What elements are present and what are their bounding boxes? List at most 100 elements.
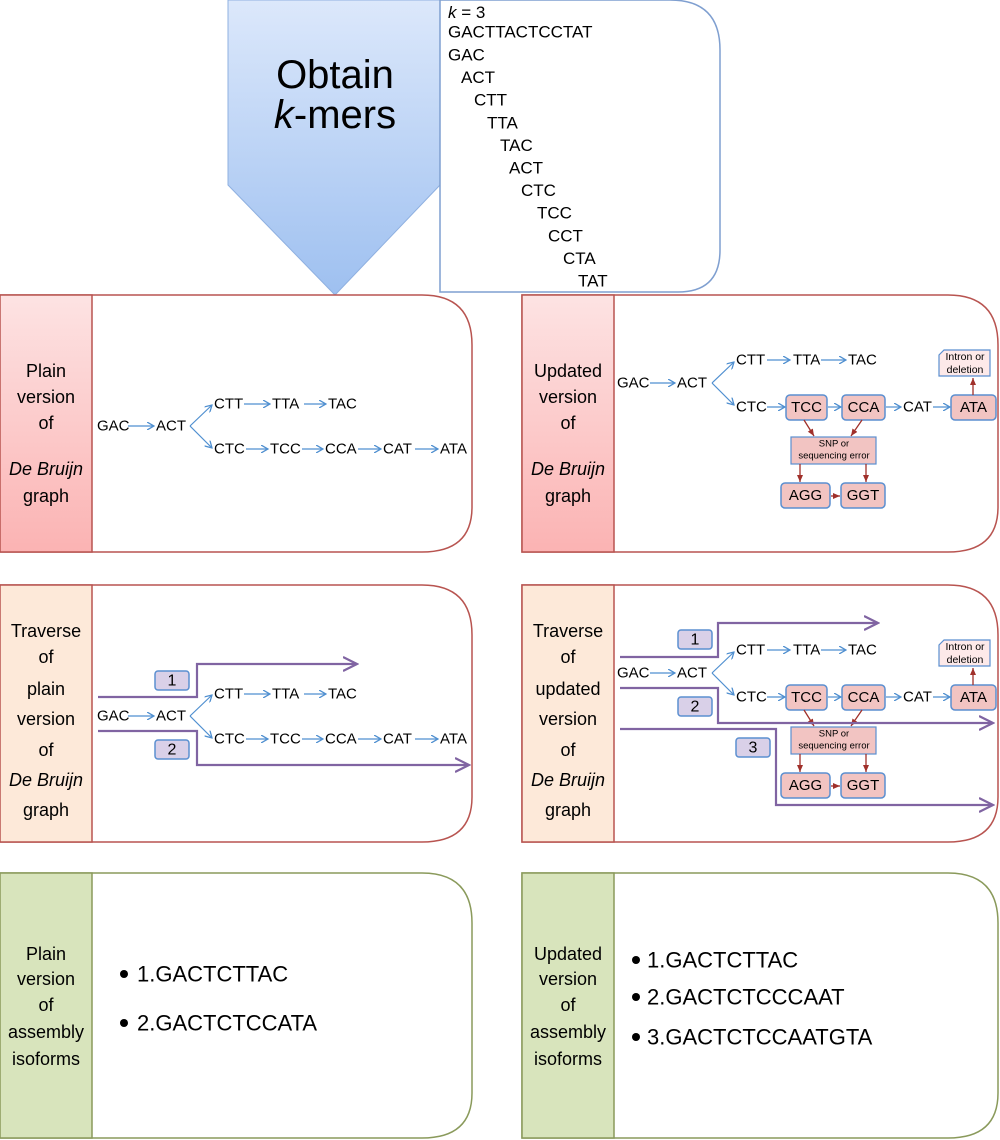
node-ggt: GGT: [847, 777, 880, 794]
path-label-3-box: [735, 737, 771, 758]
node-act: ACT: [156, 418, 186, 435]
node-ctc: CTC: [736, 689, 767, 706]
edge: [189, 405, 212, 427]
edge: [711, 362, 734, 384]
path-label-2-box: [154, 739, 190, 760]
node-tcc: TCC: [270, 731, 301, 748]
mers-text: -mers: [294, 93, 396, 137]
kmer-item: TAT: [578, 272, 608, 291]
node-cca-box: [841, 394, 886, 421]
plain-graph-label-line: graph: [23, 486, 69, 506]
intron-box: [938, 349, 991, 377]
updated-isoforms-label-line: of: [560, 995, 576, 1015]
updated-graph-label-line: Updated: [534, 361, 602, 381]
kmer-item: CCT: [548, 226, 583, 245]
node-agg: AGG: [789, 777, 822, 794]
plain-graph-label-line: of: [38, 413, 54, 433]
edge-red: [850, 419, 863, 437]
updated-graph-label-line: of: [560, 413, 576, 433]
updated-isoforms-sidebar: [521, 872, 615, 1139]
node-ggt: GGT: [847, 487, 880, 504]
edge: [189, 715, 212, 738]
node-ctc: CTC: [214, 441, 245, 458]
snp-label: sequencing error: [798, 451, 869, 462]
intron-label: Intron or: [945, 641, 985, 653]
snp-label: sequencing error: [798, 741, 869, 752]
bullet: [632, 993, 640, 1001]
node-ctt: CTT: [736, 352, 765, 369]
bullet: [120, 1019, 128, 1027]
traversal-path-2: [98, 729, 469, 765]
snp-box: [790, 436, 877, 465]
isoform-item: 1.GACTCTTAC: [137, 962, 288, 987]
kmer-item: CTT: [474, 91, 507, 110]
kmer-item: ACT: [509, 159, 543, 178]
updated-graph-sidebar: [521, 294, 615, 553]
traverse-updated-label-line: version: [539, 709, 597, 729]
node-cca-box: [841, 684, 886, 711]
traverse-plain-label-line: Traverse: [11, 621, 81, 641]
traverse-updated-label-line: graph: [545, 800, 591, 820]
traverse-plain-label-line: De Bruijn: [9, 770, 83, 790]
kmer-item: TAC: [500, 136, 533, 155]
node-tcc: TCC: [791, 689, 822, 706]
node-ggt-box: [840, 772, 886, 799]
plain-graph-sidebar: [0, 294, 93, 553]
node-tac: TAC: [848, 352, 877, 369]
updated-graph-label-line: De Bruijn: [531, 459, 605, 479]
traverse-plain-label-line: of: [38, 647, 54, 667]
node-ctt: CTT: [214, 396, 243, 413]
node-tcc-box: [785, 684, 828, 711]
isoform-item: 2.GACTCTCCCAAT: [647, 985, 845, 1010]
intron-label: deletion: [947, 654, 984, 666]
edge: [711, 382, 734, 405]
bullet: [632, 1033, 640, 1041]
k-symbol: k: [448, 3, 458, 22]
plain-isoforms-panel: [0, 872, 473, 1139]
snp-box: [790, 726, 877, 755]
node-cat: CAT: [383, 441, 412, 458]
node-cat: CAT: [903, 689, 932, 706]
edge: [189, 695, 212, 717]
plain-graph-panel: [0, 294, 473, 553]
node-tta: TTA: [793, 352, 820, 369]
traverse-updated-label-line: of: [560, 647, 576, 667]
path-label-1: 1: [691, 632, 700, 649]
plain-graph-label-line: De Bruijn: [9, 459, 83, 479]
traversal-path-1: [620, 623, 878, 659]
node-ctc: CTC: [736, 399, 767, 416]
plain-isoforms-label-line: of: [38, 995, 54, 1015]
node-tta: TTA: [272, 396, 299, 413]
node-ggt-box: [840, 482, 886, 509]
traversal-path-2: [620, 686, 993, 723]
updated-graph-label-line: graph: [545, 486, 591, 506]
node-ata: ATA: [440, 441, 467, 458]
traverse-updated-label-line: De Bruijn: [531, 770, 605, 790]
node-cat: CAT: [383, 731, 412, 748]
node-tta: TTA: [272, 686, 299, 703]
node-tcc-box: [785, 394, 828, 421]
traverse-plain-label-line: version: [17, 709, 75, 729]
traverse-plain-label-line: of: [38, 740, 54, 760]
node-agg: AGG: [789, 487, 822, 504]
traversal-path-1: [98, 664, 357, 699]
node-gac: GAC: [97, 418, 130, 435]
plain-graph-label-line: Plain: [26, 361, 66, 381]
kmer-item: TCC: [537, 204, 572, 223]
node-ata: ATA: [960, 399, 987, 416]
node-cca: CCA: [325, 731, 357, 748]
snp-label: SNP or: [819, 729, 849, 740]
node-act: ACT: [156, 708, 186, 725]
path-label-2-box: [677, 696, 713, 717]
kmer-item: CTA: [563, 249, 596, 268]
traverse-updated-sidebar: [521, 584, 615, 843]
kmer-item: CTC: [521, 181, 556, 200]
node-cca: CCA: [848, 689, 880, 706]
edge: [189, 425, 212, 448]
path-label-1-box: [677, 629, 713, 650]
k-italic: k: [274, 93, 296, 137]
node-cat: CAT: [903, 399, 932, 416]
kmer-item: GAC: [448, 46, 485, 65]
plain-isoforms-sidebar: [0, 872, 93, 1139]
